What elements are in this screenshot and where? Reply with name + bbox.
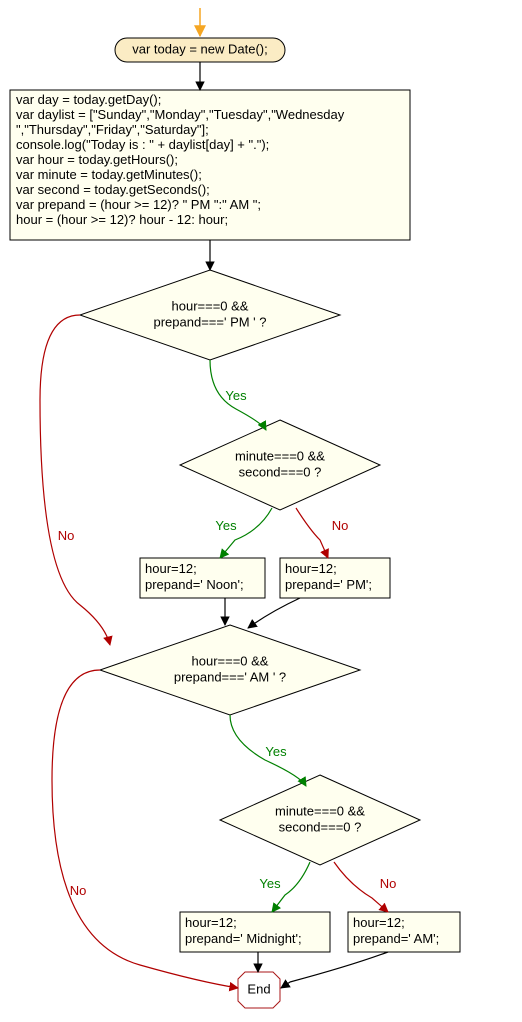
node-text: hour=12;	[285, 561, 337, 576]
node-text: hour = (hour >= 12)? hour - 12: hour;	[16, 212, 228, 227]
node-text: var hour = today.getHours();	[16, 152, 178, 167]
edge	[220, 508, 272, 558]
node-text: minute===0 &&	[235, 448, 325, 463]
edge-label: No	[332, 518, 349, 533]
node-text: ","Thursday","Friday","Saturday"];	[16, 122, 209, 137]
node-text: prepand===' AM ' ?	[174, 669, 286, 684]
node-text: prepand=' AM';	[353, 931, 439, 946]
edge-label: No	[380, 876, 397, 891]
node-text: prepand===' PM ' ?	[153, 314, 266, 329]
node-text: hour=12;	[185, 915, 237, 930]
edge	[281, 952, 388, 988]
node-text: prepand=' PM';	[285, 577, 372, 592]
node-text: var minute = today.getMinutes();	[16, 167, 202, 182]
node-text: hour===0 &&	[172, 298, 249, 313]
node-text: End	[247, 981, 270, 996]
node-text: hour===0 &&	[192, 653, 269, 668]
node-text: var today = new Date();	[132, 41, 267, 56]
node-text: hour=12;	[145, 561, 197, 576]
edge-label: Yes	[215, 518, 237, 533]
node-text: var day = today.getDay();	[16, 92, 161, 107]
edge	[248, 598, 300, 628]
edge-label: No	[70, 883, 87, 898]
node-text: prepand=' Noon';	[145, 577, 244, 592]
node-text: var second = today.getSeconds();	[16, 182, 210, 197]
node-text: minute===0 &&	[275, 803, 365, 818]
edge-label: No	[58, 528, 75, 543]
node-text: console.log("Today is : " + daylist[day]…	[16, 137, 269, 152]
node-text: second===0 ?	[279, 819, 362, 834]
node-text: prepand=' Midnight';	[185, 931, 302, 946]
node-text: var prepand = (hour >= 12)? " PM ":" AM …	[16, 197, 261, 212]
node-text: var daylist = ["Sunday","Monday","Tuesda…	[16, 107, 345, 122]
node-text: second===0 ?	[239, 464, 322, 479]
edge-label: Yes	[259, 876, 281, 891]
node-text: hour=12;	[353, 915, 405, 930]
edge-label: Yes	[265, 744, 287, 759]
edge	[40, 315, 110, 645]
edge	[296, 508, 328, 558]
edge-label: Yes	[225, 388, 247, 403]
